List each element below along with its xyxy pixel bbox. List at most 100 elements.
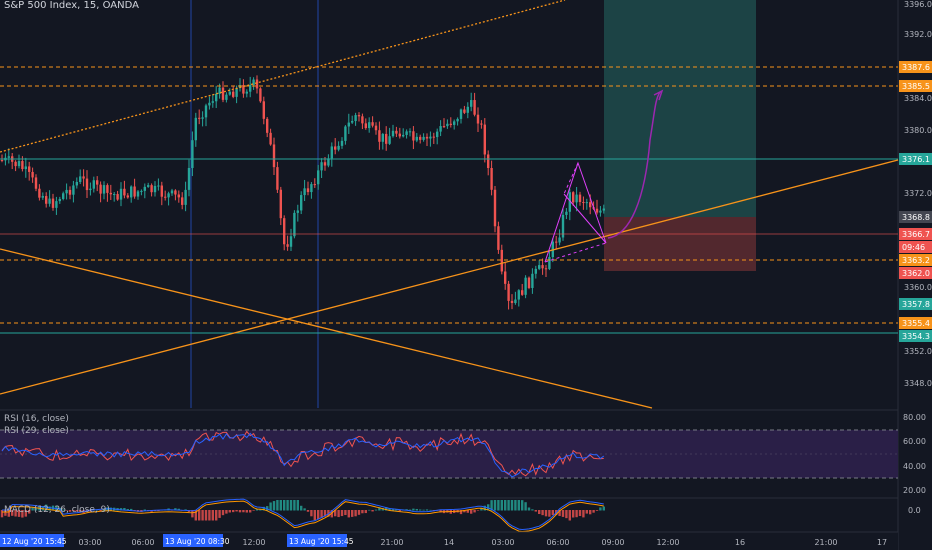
candle-body [408,131,412,133]
candle-body [119,188,123,200]
candle-body [102,185,106,194]
candle-body [242,85,245,94]
time-label: 17 [877,538,887,547]
candle-body [313,184,316,186]
candle-body [177,194,180,198]
time-highlight [0,534,64,547]
price-tick: 3396.0 [904,0,932,9]
candle-body [218,87,221,94]
macd-bar [218,510,221,518]
rsi16-label[interactable]: RSI (16, close) [4,414,69,424]
price-tag-label: 3357.8 [902,300,930,309]
macd-bar [527,507,531,511]
candle-body [262,101,265,119]
candle-body [327,158,330,166]
macd-bar [249,510,252,513]
indicator-panes [0,429,898,533]
candle-body [449,123,452,125]
candle-body [330,146,333,159]
price-tag [899,80,932,92]
candle-body [99,184,102,194]
candle-body [456,118,459,122]
candle-body [395,130,398,134]
macd-bar [21,510,24,518]
price-axis[interactable]: 3396.0 3392.0 3384.0 3380.0 3372.0 3360.0 3352… [899,0,932,550]
price-tag-label: 3376.1 [902,155,930,164]
macd-bar [344,510,347,516]
candle-body [116,194,119,200]
macd-bar [575,510,578,518]
price-tag [899,153,932,165]
candle-body [385,133,388,144]
time-axis-bg [0,532,898,550]
macd-bar [602,506,605,511]
candle-body [181,197,184,205]
macd-bar [463,510,466,513]
price-tag [899,228,932,240]
macd-bar [592,510,595,513]
macd-bar [354,510,357,517]
macd-bar [252,510,255,511]
candle-body [310,184,313,193]
candlesticks [0,75,605,310]
candle-body [17,161,21,167]
macd-bar [459,510,463,515]
candle-body [286,244,289,247]
macd-bar [269,502,272,511]
macd-bar [225,510,228,514]
trend-line [0,159,899,395]
rsi29-label[interactable]: RSI (29, close) [4,426,69,436]
macd-bar [364,510,367,514]
candle-body [130,186,133,198]
macd-bar [398,510,401,512]
candle-body [48,198,51,204]
pattern-dash [563,162,579,195]
candle-body [442,126,446,128]
macd-label[interactable]: MACD (12, 26, close, 9) [4,505,110,515]
candle-body [96,180,99,185]
candle-body [439,126,442,132]
candle-body [354,115,357,121]
price-tag-label: 3363.2 [902,256,930,265]
time-label: 14 [444,538,454,547]
target-zone [604,0,756,217]
price-tick: 3372.0 [904,189,932,198]
macd-bar [361,510,364,514]
candle-body [140,190,143,192]
candle-body [470,100,473,107]
macd-bar [272,501,276,511]
macd-bar [228,510,231,513]
candle-body [296,210,299,213]
macd-bar [357,510,361,515]
macd-bar [238,510,242,513]
price-tick: 3348.0 [904,379,932,388]
time-axis[interactable]: 03:00 06:00 12:00 21:00 14 03:00 06:00 09:00 12:… [0,531,898,550]
candle-body [184,189,187,205]
grid-lines [0,0,899,550]
candle-body [337,145,340,150]
candle-body [589,202,592,208]
candle-body [487,154,490,168]
macd-bar [473,510,476,513]
candle-body [524,277,527,295]
price-tag [899,61,932,73]
macd-bar [14,510,17,517]
candle-body [476,114,480,124]
candle-body [215,93,218,102]
candle-body [272,144,276,168]
macd-bar [408,509,412,511]
candle-body [157,185,160,187]
time-highlight-label: 13 Aug '20 15:45 [289,537,354,546]
macd-bar [327,510,330,517]
macd-bar [544,510,548,517]
macd-bar [89,510,92,512]
macd-bar [388,508,391,511]
rsi-tick: 20.00 [903,486,926,495]
macd-bar [28,510,31,514]
candle-body [283,218,286,245]
macd-bar [412,508,415,511]
candle-body [89,188,92,191]
macd-bar [490,500,493,511]
macd-bar [514,500,517,511]
